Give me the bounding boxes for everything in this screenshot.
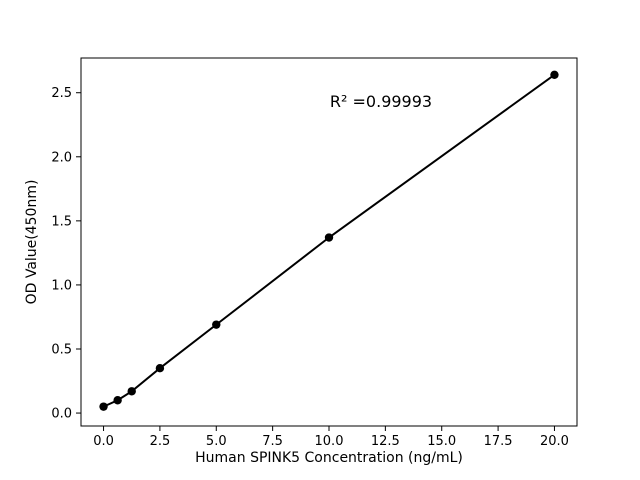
y-tick-label: 2.5 bbox=[51, 86, 72, 101]
x-tick-label: 5.0 bbox=[206, 434, 227, 449]
data-point-marker bbox=[155, 364, 165, 373]
x-tick-label: 15.0 bbox=[427, 434, 456, 449]
data-point-marker bbox=[212, 320, 221, 329]
data-point-marker bbox=[99, 402, 108, 411]
data-point-marker bbox=[324, 233, 334, 242]
y-tick-label: 1.5 bbox=[51, 214, 72, 229]
data-point-marker bbox=[550, 70, 559, 79]
x-axis-ticks: 0.0 2.5 5.0 7.5 10.0 12.5 15.0 17.5 20.0 bbox=[93, 426, 569, 449]
y-axis-ticks: 0.0 0.5 1.0 1.5 2.0 2.5 bbox=[51, 86, 81, 422]
y-tick-label: 0.5 bbox=[51, 342, 72, 357]
r-squared-annotation: R² =0.99993 bbox=[330, 92, 432, 111]
x-tick-label: 17.5 bbox=[484, 434, 513, 449]
x-tick-label: 2.5 bbox=[150, 434, 171, 449]
x-axis-label: Human SPINK5 Concentration (ng/mL) bbox=[195, 450, 463, 466]
x-tick-label: 7.5 bbox=[262, 434, 283, 449]
y-tick-label: 1.0 bbox=[51, 278, 72, 293]
data-point-marker bbox=[127, 387, 136, 396]
x-tick-label: 10.0 bbox=[315, 434, 344, 449]
y-tick-label: 2.0 bbox=[51, 150, 72, 165]
data-series bbox=[99, 70, 559, 411]
y-tick-label: 0.0 bbox=[51, 407, 72, 422]
y-axis-label: OD Value(450nm) bbox=[24, 180, 40, 305]
x-tick-label: 20.0 bbox=[540, 434, 569, 449]
x-tick-label: 12.5 bbox=[371, 434, 400, 449]
x-tick-label: 0.0 bbox=[93, 434, 114, 449]
data-point-marker bbox=[113, 396, 122, 405]
